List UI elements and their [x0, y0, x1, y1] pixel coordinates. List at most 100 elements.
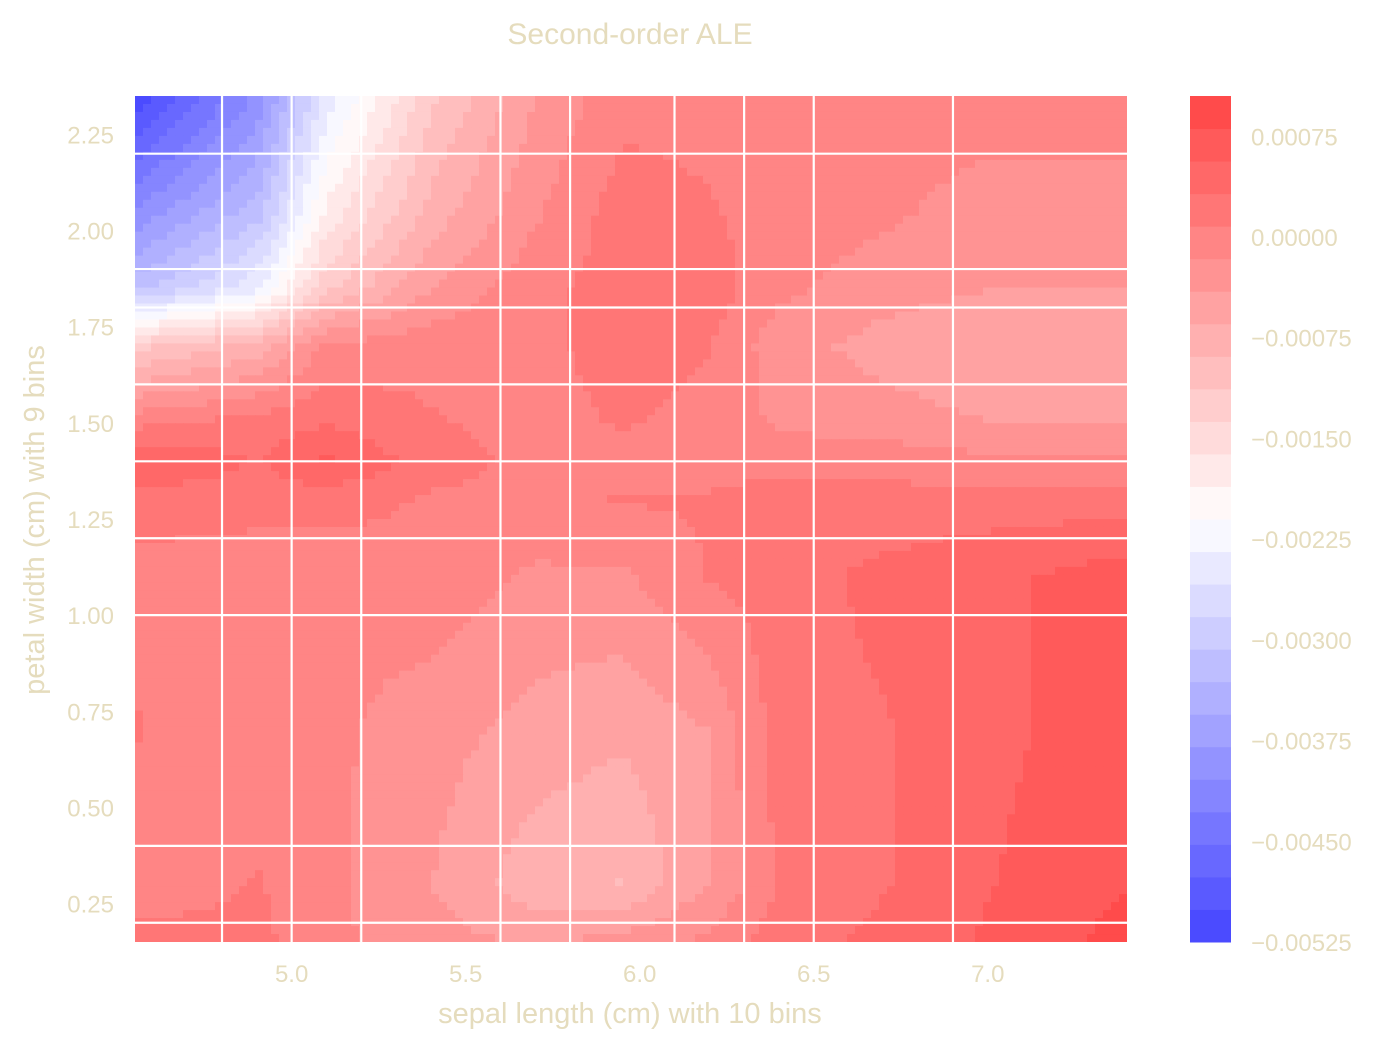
- heat-cell: [239, 103, 248, 113]
- heat-cell: [551, 263, 560, 273]
- heat-cell: [839, 223, 848, 233]
- heat-cell: [215, 271, 224, 281]
- heat-cell: [935, 207, 944, 217]
- heat-cell: [711, 375, 720, 384]
- heat-cell: [263, 143, 272, 153]
- heat-cell: [495, 183, 504, 193]
- heat-cell: [231, 343, 240, 352]
- heat-cell: [903, 271, 912, 281]
- heat-cell: [319, 407, 328, 416]
- heat-cell: [167, 407, 176, 416]
- heat-cell: [159, 175, 168, 185]
- heat-cell: [903, 263, 912, 273]
- heat-cell: [807, 247, 816, 257]
- heat-cell: [727, 295, 736, 305]
- heat-cell: [263, 111, 272, 121]
- heat-cell: [495, 335, 504, 345]
- heat-cell: [439, 407, 448, 416]
- heat-cell: [487, 231, 496, 241]
- heat-cell: [703, 247, 712, 257]
- heat-cell: [1015, 119, 1024, 129]
- heat-cell: [159, 407, 168, 416]
- heat-cell: [703, 279, 712, 289]
- heat-cell: [951, 351, 960, 360]
- heat-cell: [639, 199, 648, 209]
- heat-cell: [759, 375, 768, 384]
- heat-cell: [439, 191, 448, 201]
- heat-cell: [535, 215, 544, 225]
- heat-cell: [535, 359, 544, 368]
- heat-cell: [167, 207, 176, 217]
- heat-cell: [495, 143, 504, 153]
- heat-cell: [135, 231, 144, 241]
- heat-cell: [1055, 407, 1064, 416]
- heat-cell: [679, 119, 688, 129]
- heat-cell: [1031, 311, 1040, 321]
- heat-cell: [207, 159, 216, 169]
- heat-cell: [719, 319, 728, 329]
- heat-cell: [335, 223, 344, 233]
- heat-cell: [327, 383, 336, 392]
- heat-cell: [871, 183, 880, 193]
- heat-cell: [255, 111, 264, 121]
- heat-cell: [767, 175, 776, 185]
- heat-cell: [903, 367, 912, 376]
- heat-cell: [615, 327, 624, 337]
- heat-cell: [1015, 295, 1024, 305]
- heat-cell: [159, 383, 168, 392]
- heat-cell: [191, 135, 200, 145]
- heat-cell: [799, 271, 808, 281]
- heat-cell: [911, 327, 920, 337]
- heat-cell: [255, 295, 264, 305]
- heat-cell: [367, 143, 376, 153]
- heat-cell: [599, 96, 608, 105]
- heat-cell: [1087, 287, 1096, 297]
- heat-cell: [791, 271, 800, 281]
- heat-cell: [191, 111, 200, 121]
- heat-cell: [527, 279, 536, 289]
- heat-cell: [655, 135, 664, 145]
- heat-cell: [247, 183, 256, 193]
- heat-cell: [647, 383, 656, 392]
- heat-cell: [1015, 247, 1024, 257]
- heat-cell: [1039, 119, 1048, 129]
- heat-cell: [663, 223, 672, 233]
- heat-cell: [639, 279, 648, 289]
- heat-cell: [575, 359, 584, 368]
- heat-cell: [783, 96, 792, 105]
- heat-cell: [1039, 207, 1048, 217]
- heat-cell: [951, 359, 960, 368]
- heat-cell: [263, 199, 272, 209]
- heat-cell: [303, 351, 312, 360]
- heat-cell: [1071, 111, 1080, 121]
- heat-cell: [503, 183, 512, 193]
- heat-cell: [1023, 335, 1032, 345]
- heat-cell: [711, 343, 720, 352]
- heat-cell: [295, 287, 304, 297]
- heat-cell: [215, 199, 224, 209]
- heat-cell: [519, 127, 528, 137]
- heat-cell: [791, 399, 800, 408]
- heat-cell: [911, 127, 920, 137]
- heat-cell: [423, 295, 432, 305]
- heat-cell: [487, 399, 496, 408]
- heat-cell: [399, 351, 408, 360]
- heat-cell: [543, 367, 552, 376]
- heat-cell: [439, 399, 448, 408]
- heat-cell: [759, 151, 768, 161]
- heat-cell: [1039, 151, 1048, 161]
- heat-cell: [1023, 311, 1032, 321]
- heat-cell: [271, 175, 280, 185]
- heat-cell: [487, 135, 496, 145]
- heat-cell: [479, 159, 488, 169]
- heat-cell: [559, 311, 568, 321]
- heat-cell: [479, 215, 488, 225]
- heat-cell: [863, 295, 872, 305]
- heat-cell: [207, 399, 216, 408]
- heat-cell: [655, 311, 664, 321]
- heat-cell: [343, 111, 352, 121]
- heat-cell: [951, 127, 960, 137]
- heat-cell: [999, 287, 1008, 297]
- heat-cell: [447, 119, 456, 129]
- heat-cell: [863, 223, 872, 233]
